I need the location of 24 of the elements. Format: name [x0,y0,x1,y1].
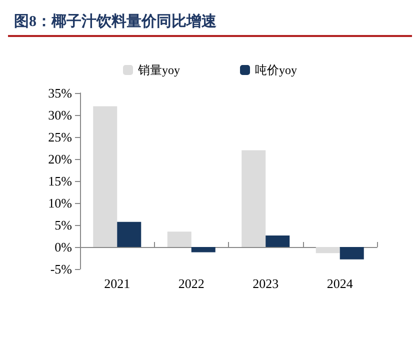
y-tick-label: 0% [54,240,72,254]
x-tick-label: 2023 [252,276,279,291]
y-tick-label: -5% [50,262,72,276]
bar [316,247,340,254]
y-tick-label: 10% [48,196,72,210]
bar [242,150,266,247]
y-tick-label: 35% [48,86,72,100]
bar [191,247,216,252]
bar [117,222,142,247]
legend-label: 吨价yoy [255,63,297,77]
x-tick-label: 2024 [326,276,354,291]
bar [340,247,364,260]
x-tick-label: 2022 [178,276,204,291]
bar [167,232,192,247]
y-tick-label: 30% [48,108,72,122]
bar [266,236,290,247]
chart-title: 图8：椰子汁饮料量价同比增速 [8,8,412,37]
bar [93,106,118,247]
y-tick-label: 5% [54,218,72,232]
y-tick-label: 25% [48,130,72,144]
legend-label: 销量yoy [137,63,180,77]
y-tick-label: 15% [48,174,72,188]
y-tick-label: 20% [48,152,72,166]
x-tick-label: 2021 [104,276,130,291]
